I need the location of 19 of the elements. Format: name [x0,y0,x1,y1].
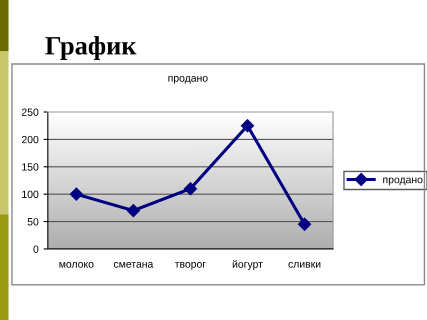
point [126,204,140,218]
x-tick-label: сметана [114,262,154,268]
point [240,119,254,132]
chart-subtitle: продано [168,76,208,84]
x-tick-label: йогурт [232,260,263,270]
point [184,182,198,196]
y-tick-label: 100 [22,190,38,198]
x-tick-label: сливки [288,262,320,268]
x-tick-label: творог [174,262,206,270]
y-tick-label: 150 [22,163,38,171]
legend-label: продано [383,178,422,186]
chart-title: График [45,36,136,60]
point [70,188,83,201]
y-tick-label: 200 [22,136,38,144]
x-tick-label: молоко [59,262,94,268]
y-tick-label: 0 [33,245,38,253]
point [298,218,312,231]
y-tick-label: 50 [28,218,38,226]
y-tick-label: 250 [22,108,38,116]
